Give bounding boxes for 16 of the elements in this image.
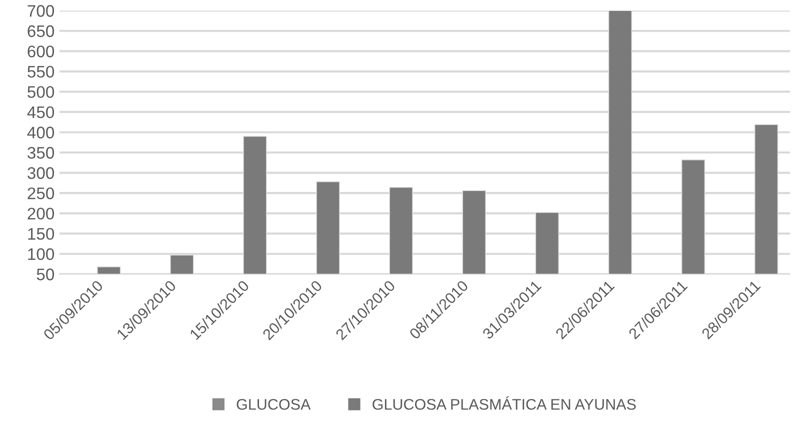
y-tick-label: 500 (28, 86, 54, 98)
y-tick-label: 550 (28, 66, 54, 78)
y-tick-label: 150 (28, 228, 54, 240)
y-tick-label: 400 (27, 126, 54, 138)
y-tick-label: 350 (28, 146, 54, 159)
y-tick-label: 700 (28, 5, 54, 17)
y-tick-label: 300 (28, 167, 54, 179)
y-tick-label: 450 (27, 106, 54, 118)
legend-label: GLUCOSA (236, 398, 311, 410)
y-tick-label: 250 (28, 187, 54, 200)
y-tick-label: 200 (28, 208, 54, 220)
legend-label: GLUCOSA PLASMÁTICA EN AYUNAS (372, 396, 636, 410)
y-tick-label: 100 (28, 248, 54, 260)
y-tick-label: 600 (28, 46, 54, 58)
y-tick-label: 650 (28, 25, 54, 38)
y-tick-label: 50 (36, 268, 54, 280)
